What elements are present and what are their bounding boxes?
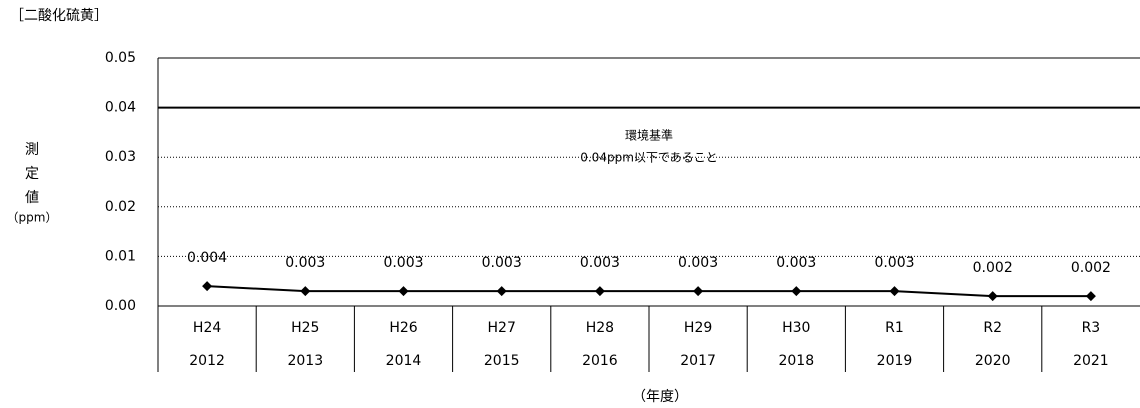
y-tick-label: 0.03 [105, 149, 136, 165]
point-marker [987, 291, 998, 302]
annotation: 0.04ppm以下であること [580, 151, 718, 165]
series-line [207, 285, 1091, 298]
x-tick-label: R2 [983, 320, 1002, 336]
x-tick-label: H24 [193, 320, 221, 336]
y-tick-label: 0.04 [105, 100, 136, 116]
data-label: 0.003 [482, 255, 522, 271]
x-tick-label: H25 [291, 320, 319, 336]
x-tick-label: H27 [488, 320, 516, 336]
point-marker [791, 286, 802, 297]
x-tick-label: R1 [885, 320, 904, 336]
x-tick-label: 2018 [778, 353, 814, 369]
data-label: 0.002 [1071, 260, 1111, 276]
x-tick-label: 2020 [975, 353, 1011, 369]
x-tick-label: 2015 [484, 353, 520, 369]
x-tick-label: R3 [1082, 320, 1101, 336]
data-label: 0.003 [580, 255, 620, 271]
point-marker [693, 286, 704, 297]
y-axis-unit: （ppm） [7, 211, 58, 225]
y-tick-label: 0.02 [105, 199, 136, 215]
y-axis-label: 測定値 [25, 142, 39, 206]
x-tick-label: H26 [389, 320, 417, 336]
x-tick-label: 2016 [582, 353, 618, 369]
point-marker [1085, 291, 1096, 302]
data-label: 0.003 [776, 255, 816, 271]
annotation: 環境基準 [625, 128, 673, 143]
y-tick-label: 0.01 [105, 248, 136, 264]
x-tick-label: 2013 [287, 353, 323, 369]
x-tick-label: H28 [586, 320, 614, 336]
point-marker [398, 286, 409, 297]
data-label: 0.003 [383, 255, 423, 271]
data-label: 0.003 [285, 255, 325, 271]
x-tick-label: 2021 [1073, 353, 1109, 369]
point-marker [594, 286, 605, 297]
x-tick-label: 2014 [386, 353, 422, 369]
data-label: 0.003 [874, 255, 914, 271]
y-tick-label: 0.05 [105, 50, 136, 66]
y-tick-label: 0.00 [105, 298, 136, 314]
point-marker [202, 281, 213, 292]
point-marker [889, 286, 900, 297]
data-label: 0.003 [678, 255, 718, 271]
x-axis-label: （年度） [632, 389, 688, 405]
point-marker [496, 286, 507, 297]
x-tick-label: H30 [782, 320, 810, 336]
x-tick-label: 2017 [680, 353, 716, 369]
point-marker [300, 286, 311, 297]
x-tick-label: 2019 [877, 353, 913, 369]
x-tick-label: 2012 [189, 353, 225, 369]
chart-title: ［二酸化硫黄］ [10, 7, 108, 24]
data-label: 0.004 [187, 250, 227, 266]
data-label: 0.002 [973, 260, 1013, 276]
x-tick-label: H29 [684, 320, 712, 336]
